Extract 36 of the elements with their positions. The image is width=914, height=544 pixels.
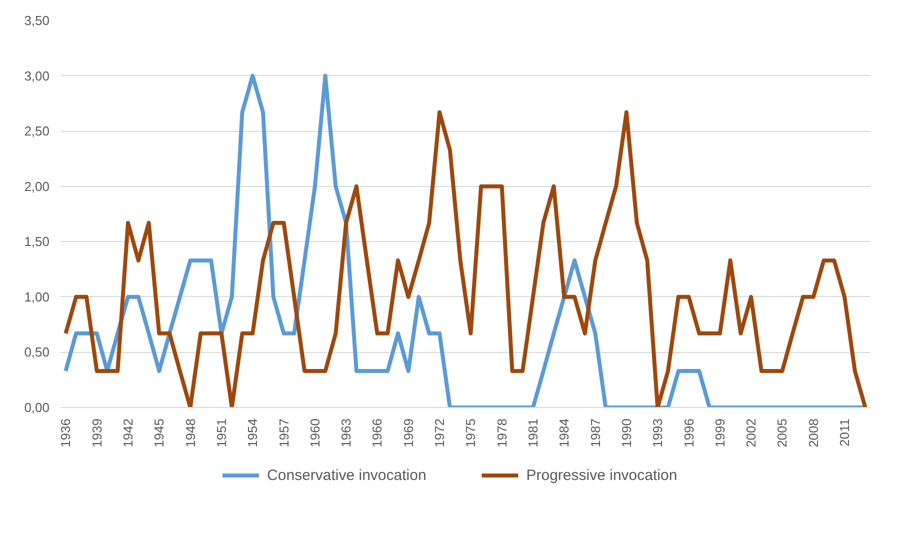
x-tick-label: 1939 [89, 418, 104, 448]
x-tick-label: 1966 [370, 418, 385, 448]
x-tick-label: 2008 [806, 418, 821, 448]
x-tick-label: 1978 [494, 418, 510, 448]
x-tick-label: 1984 [556, 418, 572, 448]
y-tick-label: 0,00 [24, 400, 50, 415]
x-tick-label: 1999 [712, 418, 728, 448]
x-tick-label: 1990 [618, 418, 634, 448]
x-tick-label: 1936 [58, 418, 74, 448]
y-tick-label: 2,50 [24, 124, 50, 139]
x-tick-label: 1954 [245, 418, 260, 448]
x-tick-label: 1969 [400, 418, 416, 448]
x-tick-label: 1972 [432, 418, 448, 448]
y-tick-label: 2,00 [24, 178, 50, 194]
x-tick-label: 1993 [650, 418, 666, 448]
y-tick-label: 1,00 [24, 289, 50, 304]
x-tick-label: 2011 [837, 418, 852, 446]
x-tick-label: 1996 [681, 418, 696, 448]
x-tick-label: 1951 [214, 418, 229, 448]
x-tick-label: 1945 [152, 418, 167, 448]
x-tick-label: 2005 [774, 418, 790, 448]
x-tick-label: 1975 [463, 418, 478, 448]
x-tick-label: 1960 [307, 418, 322, 448]
x-tick-label: 1957 [276, 418, 292, 448]
y-tick-label: 0,50 [24, 344, 50, 360]
legend-label: Conservative invocation [267, 467, 426, 484]
x-tick-label: 1981 [526, 418, 540, 448]
x-tick-label: 1963 [338, 418, 354, 448]
x-tick-label: 1948 [182, 418, 198, 448]
x-tick-label: 1942 [120, 418, 136, 448]
y-tick-label: 3,50 [24, 13, 50, 28]
legend-label: Progressive invocation [526, 467, 678, 484]
x-tick-label: 2002 [744, 418, 759, 448]
y-tick-label: 1,50 [24, 234, 50, 250]
x-tick-label: 1987 [588, 418, 603, 448]
y-tick-label: 3,00 [24, 68, 50, 84]
